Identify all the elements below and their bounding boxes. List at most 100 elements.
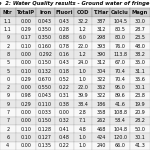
Text: 30.1: 30.1 — [135, 85, 146, 90]
Text: 41.3: 41.3 — [135, 143, 146, 148]
Text: 468: 468 — [96, 127, 106, 132]
Text: Table  2: Water Quality results - Ground water of fringe area: Table 2: Water Quality results - Ground … — [0, 2, 150, 6]
Text: 58.4: 58.4 — [115, 118, 126, 123]
Text: 1.2: 1.2 — [79, 27, 87, 32]
Text: 322: 322 — [96, 93, 106, 98]
Text: 28.2: 28.2 — [135, 118, 146, 123]
Text: 0.18: 0.18 — [59, 69, 70, 74]
Text: 1.1: 1.1 — [4, 19, 12, 24]
Text: 0.127: 0.127 — [38, 135, 52, 140]
Text: 0.10: 0.10 — [20, 69, 31, 74]
Text: 0.150: 0.150 — [38, 60, 52, 65]
Text: 22.0: 22.0 — [77, 85, 88, 90]
Text: 23.8: 23.8 — [135, 93, 146, 98]
Text: 0.29: 0.29 — [20, 77, 31, 82]
Text: 76.0: 76.0 — [115, 44, 126, 49]
Text: 39.9: 39.9 — [78, 93, 88, 98]
Text: 0.350: 0.350 — [38, 27, 52, 32]
Text: 304: 304 — [96, 69, 106, 74]
Text: 0.043: 0.043 — [38, 93, 52, 98]
Text: 0.160: 0.160 — [38, 44, 52, 49]
Text: 2: 2 — [6, 44, 9, 49]
Text: Iron: Iron — [39, 10, 51, 15]
Text: 0.00: 0.00 — [20, 143, 31, 148]
Text: 19.9: 19.9 — [135, 102, 145, 107]
Text: 0.22: 0.22 — [59, 143, 70, 148]
Text: 0.38: 0.38 — [59, 102, 70, 107]
Text: 0.00: 0.00 — [20, 60, 31, 65]
Text: 0.00: 0.00 — [20, 52, 31, 57]
Text: 8: 8 — [6, 52, 9, 57]
Text: 0.00: 0.00 — [20, 110, 31, 115]
Text: 1.0: 1.0 — [79, 135, 87, 140]
Text: 0.132: 0.132 — [38, 69, 52, 74]
Text: 32.2: 32.2 — [77, 19, 88, 24]
Text: 424: 424 — [96, 135, 106, 140]
Text: 30.1: 30.1 — [135, 135, 146, 140]
Text: 4.8: 4.8 — [79, 127, 87, 132]
Text: 0.98: 0.98 — [20, 93, 31, 98]
Text: 0.00: 0.00 — [20, 19, 31, 24]
Text: 2.8: 2.8 — [79, 110, 87, 115]
Text: 0.32: 0.32 — [59, 118, 70, 123]
Text: 38.4: 38.4 — [77, 102, 88, 107]
Text: 113.8: 113.8 — [113, 52, 127, 57]
Text: 28.7: 28.7 — [135, 27, 146, 32]
Text: T.Har: T.Har — [93, 10, 109, 15]
Text: 1.0: 1.0 — [79, 69, 87, 74]
Text: 240: 240 — [96, 143, 106, 148]
Text: 108.8: 108.8 — [113, 110, 127, 115]
Text: 89.6: 89.6 — [115, 93, 125, 98]
Text: 24.0: 24.0 — [77, 60, 88, 65]
Text: 0.292: 0.292 — [38, 52, 52, 57]
Text: 7: 7 — [6, 118, 9, 123]
Text: 2: 2 — [6, 85, 9, 90]
Text: 298: 298 — [96, 35, 106, 40]
Text: 6: 6 — [6, 135, 9, 140]
Text: 0.43: 0.43 — [59, 60, 70, 65]
Text: 104.5: 104.5 — [113, 19, 127, 24]
Text: 70.4: 70.4 — [115, 69, 126, 74]
Text: 0.28: 0.28 — [59, 27, 70, 32]
Text: 1.1: 1.1 — [4, 27, 12, 32]
Text: Magn: Magn — [132, 10, 148, 15]
Text: Calciu: Calciu — [111, 10, 129, 15]
Text: 0.48: 0.48 — [59, 135, 70, 140]
Text: 35.6: 35.6 — [135, 77, 146, 82]
Text: 20.9: 20.9 — [135, 110, 145, 115]
Text: 0.31: 0.31 — [59, 93, 70, 98]
Text: 0.00: 0.00 — [59, 110, 70, 115]
Text: 0.88: 0.88 — [59, 35, 70, 40]
Text: 38.2: 38.2 — [135, 52, 146, 57]
Text: 0.128: 0.128 — [38, 127, 52, 132]
Text: 7.1: 7.1 — [79, 118, 87, 123]
Text: 0.350: 0.350 — [38, 35, 52, 40]
Text: 104.8: 104.8 — [113, 127, 127, 132]
Text: 0.033: 0.033 — [38, 110, 52, 115]
Text: 9: 9 — [6, 93, 9, 98]
Text: 0.29: 0.29 — [20, 27, 31, 32]
Text: 22.0: 22.0 — [77, 44, 88, 49]
Text: 358: 358 — [96, 110, 106, 115]
Text: 312: 312 — [96, 60, 106, 65]
Text: 6.0: 6.0 — [79, 35, 87, 40]
Text: 5: 5 — [6, 69, 9, 74]
Text: 0.22: 0.22 — [59, 85, 70, 90]
Text: 48.0: 48.0 — [135, 44, 146, 49]
Text: 262: 262 — [96, 118, 106, 123]
Text: 120.0: 120.0 — [113, 135, 127, 140]
Text: 0.00: 0.00 — [20, 85, 31, 90]
Text: 67.0: 67.0 — [115, 60, 126, 65]
Text: 80.5: 80.5 — [115, 27, 126, 32]
Text: 35.0: 35.0 — [135, 60, 146, 65]
Text: 0.43: 0.43 — [59, 19, 70, 24]
Text: 9: 9 — [6, 35, 9, 40]
Text: 0.10: 0.10 — [20, 44, 31, 49]
Text: 30.0: 30.0 — [135, 19, 146, 24]
Text: Ntr: Ntr — [3, 10, 13, 15]
Text: 0: 0 — [6, 77, 9, 82]
Text: 66.0: 66.0 — [115, 143, 126, 148]
Text: COD: COD — [76, 10, 89, 15]
Text: 0.29: 0.29 — [20, 102, 31, 107]
Text: 0.00: 0.00 — [20, 118, 31, 123]
